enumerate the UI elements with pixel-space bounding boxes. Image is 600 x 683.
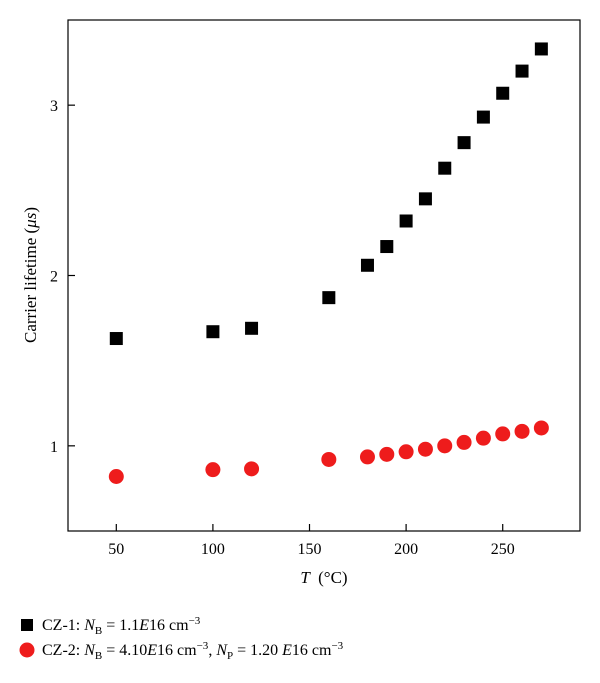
series-2-point-9 (456, 434, 472, 450)
x-tick-label-1: 100 (201, 541, 225, 558)
series-2-point-10 (475, 430, 491, 446)
x-axis-symbol: T (300, 568, 311, 587)
series-2-point-4 (359, 449, 375, 465)
y-axis-symbol: μs (21, 212, 40, 229)
series-2-point-1 (205, 462, 221, 478)
series-2-point-2 (244, 461, 260, 477)
series-1-point-0 (109, 332, 123, 346)
series-2-point-8 (437, 438, 453, 454)
x-tick-label-0: 50 (108, 541, 124, 558)
series-1-point-10 (476, 110, 490, 124)
legend-marker-1 (21, 619, 33, 631)
legend: CZ-1: NB = 1.1E16 cm−3 CZ-2: NB = 4.10E16… (19, 615, 344, 662)
y-tick-label-0: 1 (50, 439, 58, 456)
x-tick-label-2: 150 (298, 541, 322, 558)
series-1-point-11 (496, 86, 510, 100)
series-1-point-9 (457, 136, 471, 150)
legend-label-1: CZ-1: NB = 1.1E16 cm−3 (42, 615, 201, 637)
y-axis-text: Carrier lifetime ( (21, 227, 40, 343)
x-axis-unit: (°C) (318, 568, 347, 587)
x-axis-title: T (°C) (300, 568, 347, 587)
series-1-point-4 (360, 258, 374, 272)
series-2-point-5 (379, 446, 395, 462)
y-tick-label-1: 2 (50, 269, 58, 286)
x-tick-label-3: 200 (394, 541, 418, 558)
series-2-point-6 (398, 444, 414, 460)
data-marks (108, 42, 549, 484)
series-1-point-12 (515, 64, 529, 78)
series-2-point-12 (514, 423, 530, 439)
y-axis-close: ) (21, 207, 40, 213)
series-1-point-1 (206, 325, 220, 339)
series-1-point-6 (399, 214, 413, 228)
series-2-point-3 (321, 451, 337, 467)
series-1-point-13 (534, 42, 548, 56)
series-2-point-13 (533, 420, 549, 436)
y-tick-label-2: 3 (50, 98, 58, 115)
series-1-point-7 (418, 192, 432, 206)
series-2-point-11 (495, 426, 511, 442)
series-1-point-8 (438, 161, 452, 175)
legend-marker-2 (19, 642, 35, 658)
x-tick-label-4: 250 (491, 541, 515, 558)
series-2-point-0 (108, 468, 124, 484)
series-1-point-3 (322, 291, 336, 305)
axis-ticks: 50 100 150 200 250 1 2 3 (50, 98, 515, 558)
y-axis-title: Carrier lifetime (μs) (21, 207, 40, 343)
series-1-point-5 (380, 240, 394, 254)
series-1-point-2 (245, 321, 259, 335)
legend-label-2: CZ-2: NB = 4.10E16 cm−3, NP = 1.20 E16 c… (42, 640, 344, 662)
series-2-point-7 (417, 441, 433, 457)
